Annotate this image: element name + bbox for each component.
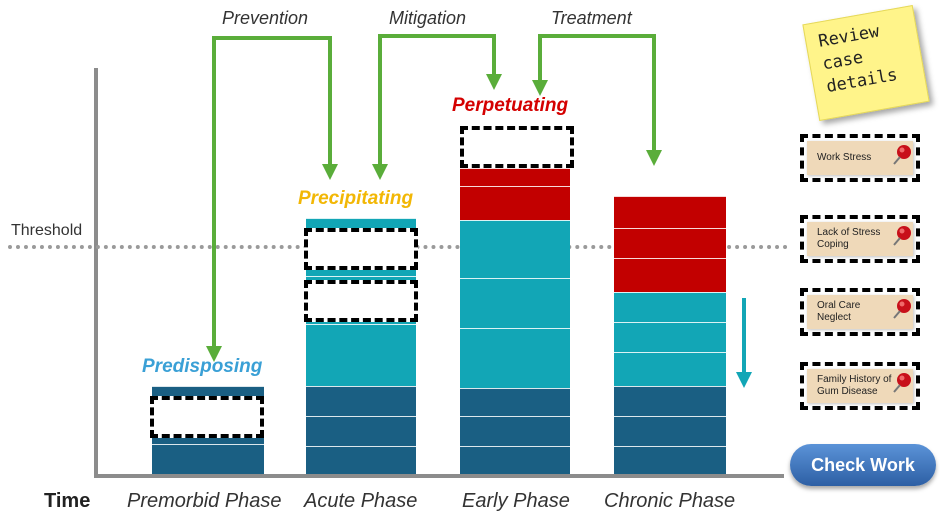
intervention-label-treatment: Treatment	[551, 8, 632, 28]
card-label: Oral Care Neglect	[817, 300, 861, 323]
drop-zone[interactable]	[150, 396, 264, 438]
bar-segment-perpetuating	[460, 186, 570, 220]
card-work-stress[interactable]: Work Stress	[800, 134, 920, 182]
card-label: Work Stress	[817, 152, 872, 163]
bar-segment-predisposing	[614, 416, 726, 446]
bar-segment-predisposing	[306, 386, 416, 416]
bar-segment-predisposing	[460, 446, 570, 474]
sticky-note: Review case details	[802, 5, 930, 121]
arrowhead	[532, 80, 548, 96]
bar-segment-precipitating	[460, 278, 570, 328]
bar-segment-predisposing	[614, 386, 726, 416]
factor-label-predisposing: Predisposing	[142, 356, 263, 377]
bar-segment-precipitating	[460, 220, 570, 278]
bar-segment-perpetuating	[614, 228, 726, 258]
bar-segment-predisposing	[460, 388, 570, 416]
pushpin-icon	[893, 226, 911, 246]
pushpin-icon	[893, 145, 911, 165]
pushpin-icon	[893, 299, 911, 319]
bar-segment-precipitating	[614, 352, 726, 386]
card-family-history[interactable]: Family History of Gum Disease	[800, 362, 920, 410]
bar-segment-predisposing	[152, 444, 264, 474]
factor-label-precipitating: Precipitating	[298, 188, 414, 209]
phase-label-early: Early Phase	[462, 490, 570, 512]
card-label: Lack of Stress Coping	[817, 227, 881, 250]
time-axis-label: Time	[44, 490, 91, 512]
bar-segment-predisposing	[614, 446, 726, 474]
threshold-label: Threshold	[11, 222, 83, 239]
x-axis	[94, 474, 784, 478]
bar-segment-perpetuating	[614, 196, 726, 228]
intervention-label-prevention: Prevention	[222, 8, 309, 28]
phase-label-acute: Acute Phase	[304, 490, 418, 512]
arrow-treatment	[538, 34, 656, 152]
drop-zone[interactable]	[304, 228, 418, 270]
arrow-prevention	[212, 36, 332, 355]
card-label: Family History of Gum Disease	[817, 374, 892, 397]
drop-zone[interactable]	[460, 126, 574, 168]
check-work-button[interactable]: Check Work	[790, 444, 936, 486]
factor-label-perpetuating: Perpetuating	[452, 95, 569, 116]
intervention-label-mitigation: Mitigation	[389, 8, 467, 28]
bar-segment-precipitating	[614, 292, 726, 322]
phase-label-chronic: Chronic Phase	[604, 490, 736, 512]
down-arrow	[736, 298, 752, 388]
arrow-mitigation	[378, 34, 496, 164]
bar-segment-predisposing	[460, 416, 570, 446]
y-axis	[94, 68, 98, 478]
arrowhead	[206, 346, 222, 362]
bar-segment-precipitating	[460, 328, 570, 388]
bar-segment-predisposing	[152, 386, 264, 396]
bar-segment-perpetuating	[460, 168, 570, 186]
bar-segment-predisposing	[306, 446, 416, 474]
arrowhead	[486, 74, 502, 90]
bar-segment-precipitating	[306, 324, 416, 386]
bar-segment-predisposing	[306, 416, 416, 446]
bar-segment-perpetuating	[614, 258, 726, 292]
phase-label-premorbid: Premorbid Phase	[127, 490, 282, 512]
bar-segment-precipitating	[614, 322, 726, 352]
arrowhead	[372, 164, 388, 180]
bar-segment-precipitating	[306, 218, 416, 228]
card-lack-of-stress-coping[interactable]: Lack of Stress Coping	[800, 215, 920, 263]
arrowhead	[322, 164, 338, 180]
card-oral-care-neglect[interactable]: Oral Care Neglect	[800, 288, 920, 336]
pushpin-icon	[893, 373, 911, 393]
sticky-note-text: Review case details	[816, 21, 899, 98]
arrowhead	[646, 150, 662, 166]
drop-zone[interactable]	[304, 280, 418, 322]
